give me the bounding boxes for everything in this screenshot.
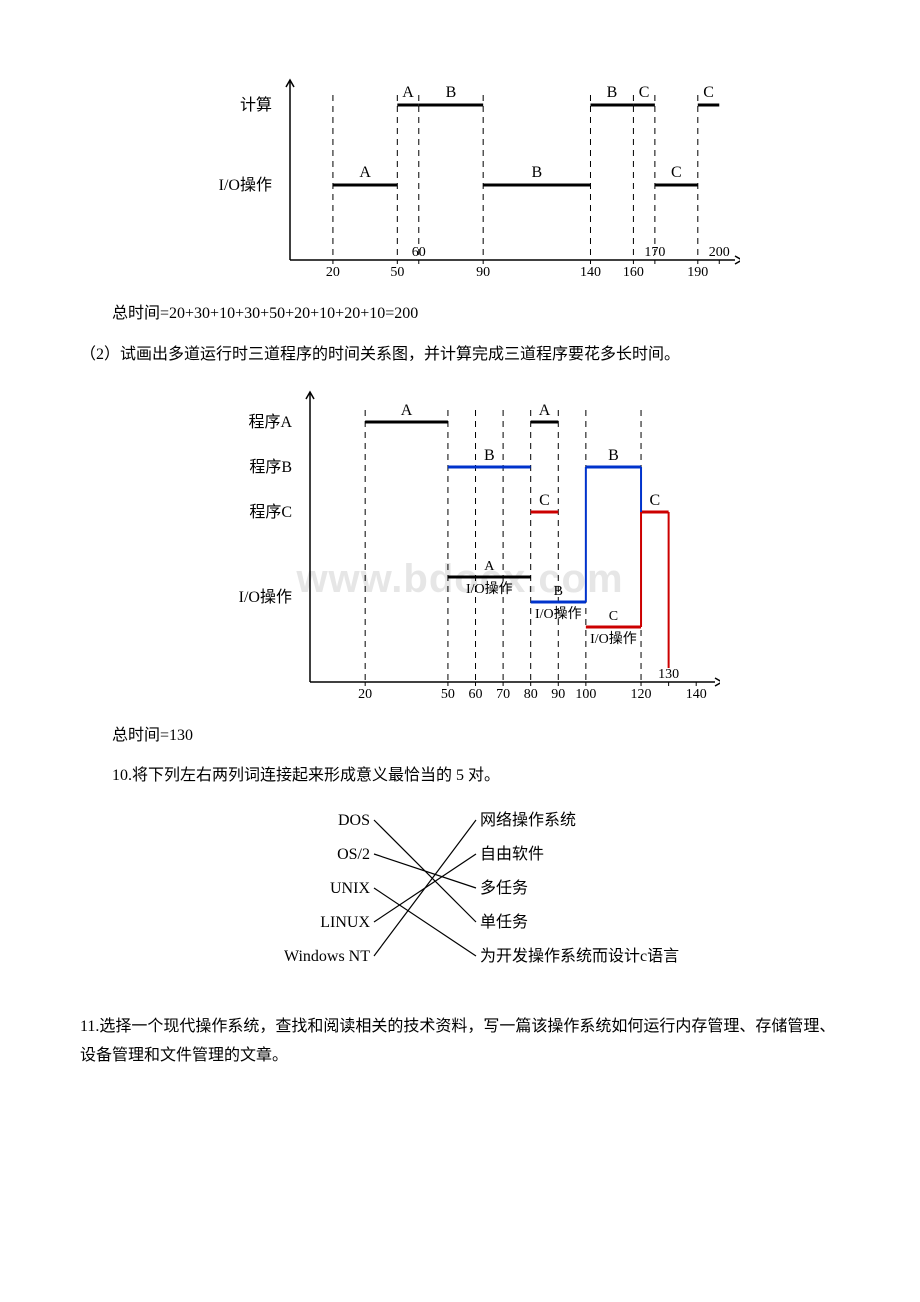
chart2-multi-program-timeline: www.bdocx.com 程序A 程序B 程序C I/O操作 20 50 60 70 80 90 1… [80, 382, 840, 702]
svg-text:C: C [609, 609, 618, 624]
svg-text:A: A [359, 164, 371, 181]
svg-text:为开发操作系统而设计c语言: 为开发操作系统而设计c语言 [480, 947, 679, 965]
svg-text:C: C [703, 84, 714, 101]
svg-text:DOS: DOS [338, 812, 370, 829]
svg-text:I/O操作: I/O操作 [590, 631, 637, 647]
svg-text:A: A [539, 402, 551, 419]
matching-diagram: DOS OS/2 UNIX LINUX Windows NT 网络操作系统自由软件多任务单… [80, 803, 840, 993]
svg-text:多任务: 多任务 [480, 879, 528, 897]
total-time-2: 总时间=130 [80, 722, 840, 751]
svg-text:A: A [402, 84, 414, 101]
svg-text:程序B: 程序B [249, 458, 292, 476]
svg-text:90: 90 [551, 687, 565, 702]
svg-text:50: 50 [390, 265, 404, 280]
svg-text:UNIX: UNIX [330, 880, 370, 897]
svg-text:70: 70 [496, 687, 510, 702]
svg-text:B: B [607, 84, 618, 101]
question-2: （2）试画出多道运行时三道程序的时间关系图，并计算完成三道程序要花多长时间。 [80, 341, 840, 370]
chart1-single-program-timeline: 计算I/O操作20506090140160170190200ABBCCABC [80, 70, 840, 280]
svg-text:20: 20 [326, 265, 340, 280]
svg-text:B: B [484, 447, 495, 464]
svg-text:C: C [639, 84, 650, 101]
svg-text:60: 60 [469, 687, 483, 702]
svg-text:I/O操作: I/O操作 [466, 581, 513, 597]
svg-text:I/O操作: I/O操作 [239, 588, 292, 606]
svg-text:80: 80 [524, 687, 538, 702]
svg-text:20: 20 [358, 687, 372, 702]
svg-text:160: 160 [623, 265, 644, 280]
total-time-1: 总时间=20+30+10+30+50+20+10+20+10=200 [80, 300, 840, 329]
svg-text:OS/2: OS/2 [337, 846, 370, 863]
svg-text:B: B [554, 584, 563, 599]
svg-text:www.bdocx.com: www.bdocx.com [295, 557, 623, 601]
svg-text:C: C [649, 492, 660, 509]
svg-text:I/O操作: I/O操作 [535, 606, 582, 622]
svg-text:140: 140 [686, 687, 707, 702]
question-10: 10.将下列左右两列词连接起来形成意义最恰当的 5 对。 [80, 762, 840, 791]
svg-text:单任务: 单任务 [480, 913, 528, 931]
svg-text:B: B [531, 164, 542, 181]
svg-text:自由软件: 自由软件 [480, 845, 544, 863]
svg-text:Windows NT: Windows NT [284, 948, 370, 965]
svg-text:190: 190 [687, 265, 708, 280]
svg-text:200: 200 [709, 245, 730, 260]
svg-text:LINUX: LINUX [320, 914, 370, 931]
svg-text:C: C [671, 164, 682, 181]
svg-text:140: 140 [580, 265, 601, 280]
svg-text:程序C: 程序C [249, 503, 292, 521]
svg-text:C: C [539, 492, 550, 509]
svg-text:程序A: 程序A [248, 413, 292, 431]
svg-text:B: B [608, 447, 619, 464]
svg-text:120: 120 [631, 687, 652, 702]
svg-text:B: B [446, 84, 457, 101]
svg-text:计算: 计算 [240, 95, 272, 114]
svg-text:A: A [484, 559, 495, 574]
svg-text:50: 50 [441, 687, 455, 702]
svg-text:130: 130 [658, 667, 679, 682]
svg-text:A: A [401, 402, 413, 419]
svg-text:90: 90 [476, 265, 490, 280]
svg-text:100: 100 [575, 687, 596, 702]
svg-text:I/O操作: I/O操作 [219, 176, 272, 194]
svg-text:网络操作系统: 网络操作系统 [480, 810, 576, 829]
question-11: 11.选择一个现代操作系统，查找和阅读相关的技术资料，写一篇该操作系统如何运行内… [80, 1013, 840, 1071]
